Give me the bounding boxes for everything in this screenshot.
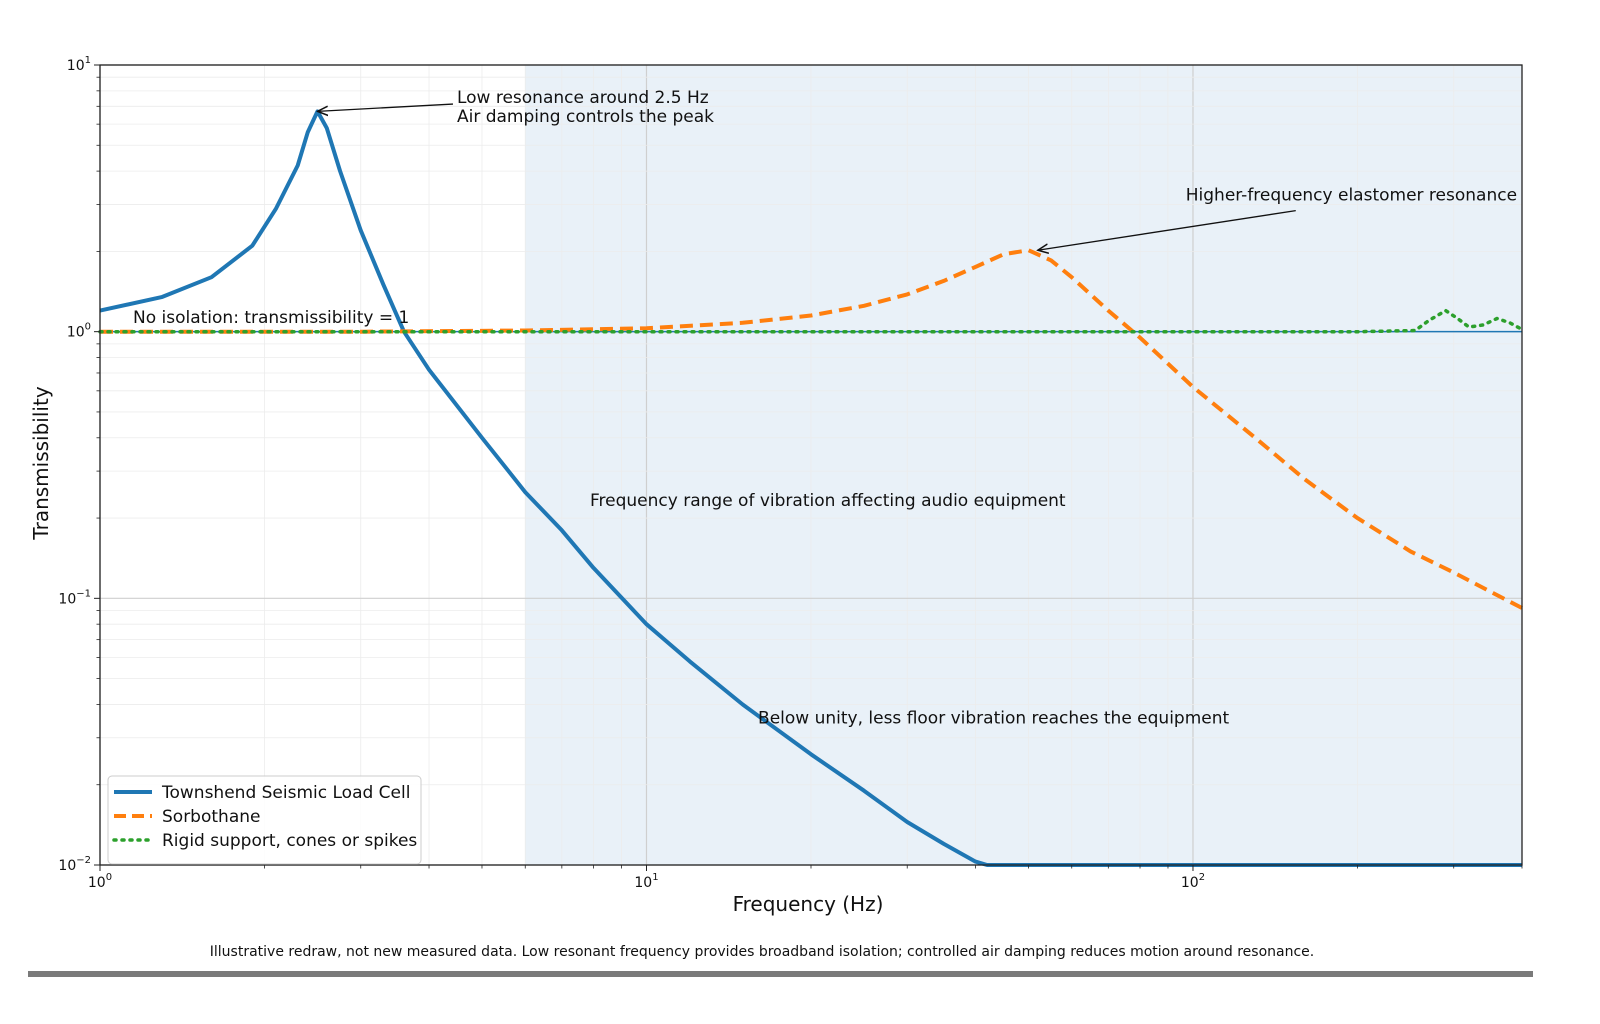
- annotation-text-1: Higher-frequency elastomer resonance: [1186, 186, 1517, 206]
- annotation-text-0: Low resonance around 2.5 Hz Air damping c…: [457, 88, 714, 127]
- annotation-arrow-0: [317, 103, 454, 111]
- x-axis-title: Frequency (Hz): [733, 892, 884, 916]
- series-line-1: [100, 248, 1523, 610]
- legend-box: [107, 775, 422, 865]
- x-tick-label: 100: [88, 872, 112, 891]
- legend-label-sorbothane: Sorbothane: [162, 807, 260, 827]
- series-line-2: [98, 308, 1524, 334]
- bottom-rule: [28, 971, 1533, 977]
- x-tick-label: 102: [1181, 872, 1205, 891]
- y-axis-title: Transmissibility: [29, 386, 53, 540]
- legend-label-townshend: Townshend Seismic Load Cell: [161, 783, 410, 803]
- shaded-frequency-region: [525, 65, 1522, 865]
- y-tick-label: 100: [67, 322, 91, 341]
- series-line-0: [99, 109, 1522, 867]
- annotation-text-2: Below unity, less floor vibration reache…: [758, 708, 1229, 728]
- y-tick-label: 10−2: [58, 855, 91, 874]
- legend: Townshend Seismic Load Cell Sorbothane R…: [107, 775, 422, 865]
- y-tick-label: 101: [67, 55, 91, 74]
- caption: Illustrative redraw, not new measured da…: [210, 944, 1314, 960]
- legend-label-rigid: Rigid support, cones or spikes: [162, 831, 417, 851]
- y-tick-label: 10−1: [58, 588, 91, 607]
- shaded-region-label: Frequency range of vibration affecting a…: [590, 491, 1066, 511]
- x-tick-label: 101: [634, 872, 658, 891]
- annotation-arrow-1: [1038, 209, 1296, 251]
- reference-line-label: No isolation: transmissibility = 1: [133, 308, 409, 328]
